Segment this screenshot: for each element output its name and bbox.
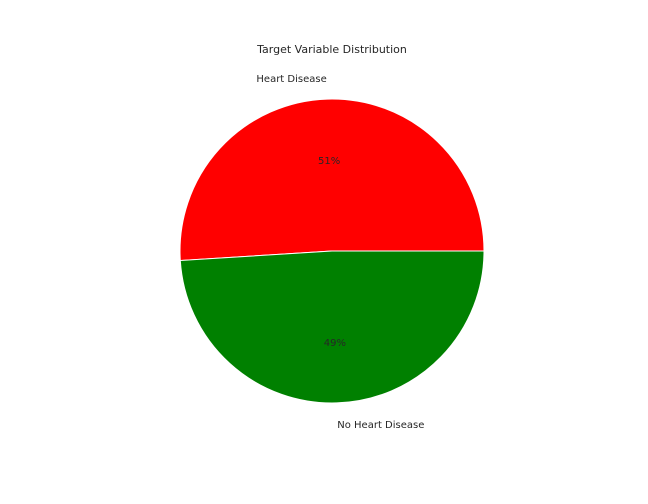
slice-category-label: Heart Disease [256,74,326,85]
pie-slice-2 [179,250,485,404]
slice-percent-label: 49% [324,338,346,349]
slice-category-label: No Heart Disease [337,420,424,431]
pie-labels: 51% Heart Disease 49% No Heart Disease [256,74,424,431]
pie-slice-1 [179,98,485,262]
pie-slices [179,98,485,404]
chart-title: Target Variable Distribution [256,43,407,56]
slice-percent-label: 51% [318,156,340,167]
